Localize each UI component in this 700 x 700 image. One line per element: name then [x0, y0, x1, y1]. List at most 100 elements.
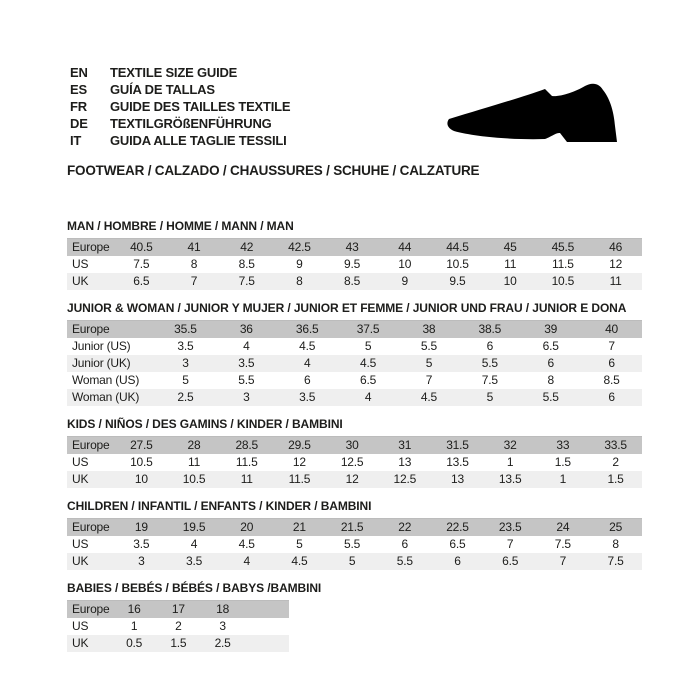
section-junior-woman: JUNIOR & WOMAN / JUNIOR Y MUJER / JUNIOR…: [67, 301, 677, 406]
size-cell: 4: [243, 339, 250, 353]
size-cell: 9.5: [449, 274, 466, 288]
size-cell: 31: [398, 438, 412, 452]
size-cell: 3: [138, 554, 145, 568]
table-row: UK 6.5 7 7.5 8 8.5 9 9.5 10 10.5 11: [67, 273, 642, 290]
table-row: Europe 35.5 36 36.5 37.5 38 38.5 39 40: [67, 320, 642, 338]
row-label: Woman (US): [72, 373, 140, 387]
size-cell: 12: [292, 455, 306, 469]
size-cell: 7: [559, 554, 567, 568]
section-title: BABIES / BEBÉS / BÉBÉS / BABYS /BAMBINI: [67, 581, 322, 595]
row-label: US: [72, 619, 89, 633]
size-cell: 6.5: [449, 537, 466, 551]
size-cell: 10.5: [551, 274, 575, 288]
category-title: FOOTWEAR / CALZADO / CHAUSSURES / SCHUHE…: [67, 163, 480, 178]
row-label: Europe: [72, 240, 110, 254]
size-cell: 6: [608, 390, 615, 404]
size-cell: 5: [364, 339, 372, 353]
size-cell: 19: [134, 520, 148, 534]
size-cell: 5.5: [420, 339, 437, 353]
size-cell: 12: [609, 257, 623, 271]
size-cell: 5: [182, 373, 189, 387]
size-cell: 22.5: [446, 520, 469, 534]
size-cell: 6: [608, 356, 615, 370]
size-cell: 8.5: [603, 373, 620, 387]
size-cell: 11: [609, 274, 622, 288]
table-row: Europe 27.5 28 28.5 29.5 30 31 31.5 32 33 33.5: [67, 436, 642, 454]
size-cell: 16: [127, 602, 141, 616]
size-cell: 3.5: [177, 339, 194, 353]
language-row-es: ES GUÍA DE TALLAS: [70, 81, 290, 98]
size-cell: 13: [398, 455, 412, 469]
table-row: US 3.5 4 4.5 5 5.5 6 6.5 7 7.5 8: [67, 536, 642, 553]
language-row-it: IT GUIDA ALLE TAGLIE TESSILI: [70, 132, 290, 149]
size-cell: 21.5: [340, 520, 364, 534]
language-code: EN: [70, 65, 88, 80]
size-cell: 8.5: [238, 257, 255, 271]
size-cell: 19.5: [182, 520, 206, 534]
size-cell: 6: [547, 356, 554, 370]
size-cell: 5.5: [238, 373, 255, 387]
size-cell: 8: [547, 373, 554, 387]
size-cell: 7: [190, 274, 198, 288]
section-title: MAN / HOMBRE / HOMME / MANN / MAN: [67, 219, 294, 233]
size-cell: 7.5: [238, 274, 255, 288]
size-cell: 1: [559, 472, 567, 486]
size-cell: 42: [240, 240, 254, 254]
size-cell: 23.5: [498, 520, 522, 534]
size-cell: 38.5: [478, 322, 502, 336]
row-label: Woman (UK): [72, 390, 140, 404]
size-cell: 42.5: [288, 240, 311, 254]
size-table-man: Europe 40.5 41 42 42.5 43 44 44.5 45 45.5 46 US 7.5 8…: [67, 238, 642, 290]
size-cell: 32: [503, 438, 517, 452]
size-cell: 4: [243, 554, 250, 568]
language-code: ES: [70, 82, 87, 97]
size-cell: 10.5: [130, 455, 153, 469]
section-title: CHILDREN / INFANTIL / ENFANTS / KINDER /…: [67, 499, 372, 513]
size-cell: 3.5: [299, 390, 316, 404]
row-label: UK: [72, 274, 89, 288]
size-cell: 4.5: [238, 537, 255, 551]
size-cell: 4.5: [291, 554, 308, 568]
size-cell: 5.5: [344, 537, 361, 551]
size-cell: 45.5: [551, 240, 575, 254]
size-cell: 11.5: [235, 455, 258, 469]
size-cell: 25: [609, 520, 623, 534]
size-cell: 3.5: [238, 356, 255, 370]
size-cell: 8: [612, 537, 619, 551]
size-cell: 44.5: [446, 240, 469, 254]
size-cell: 3: [182, 356, 189, 370]
size-cell: 1: [506, 455, 514, 469]
size-table-junior-woman: Europe 35.5 36 36.5 37.5 38 38.5 39 40 Junior (US…: [67, 320, 642, 406]
size-cell: 29.5: [288, 438, 311, 452]
language-list: EN TEXTILE SIZE GUIDE ES GUÍA DE TALLAS …: [70, 64, 291, 149]
row-label: Europe: [72, 322, 110, 336]
size-cell: 5: [296, 537, 303, 551]
size-cell: 40: [605, 322, 619, 336]
size-cell: 24: [556, 520, 570, 534]
size-cell: 44: [398, 240, 412, 254]
row-label: Europe: [72, 520, 110, 534]
size-cell: 6.5: [502, 554, 519, 568]
row-label: US: [72, 455, 89, 469]
size-cell: 40.5: [130, 240, 153, 254]
section-children: CHILDREN / INFANTIL / ENFANTS / KINDER /…: [67, 499, 677, 570]
size-table-children: Europe 19 19.5 20 21 21.5 22 22.5 23.5 24 25 US 3.5 4…: [67, 518, 642, 570]
size-cell: 6: [486, 339, 494, 353]
table-row: UK 0.5 1.5 2.5: [67, 635, 289, 652]
row-label: Junior (US): [72, 339, 131, 353]
size-cell: 36.5: [295, 322, 319, 336]
size-cell: 7: [425, 373, 433, 387]
size-cell: 10: [134, 472, 148, 486]
size-cell: 46: [609, 240, 623, 254]
size-cell: 5: [425, 356, 433, 370]
section-kids: KIDS / NIÑOS / DES GAMINS / KINDER / BAM…: [67, 417, 677, 488]
size-cell: 20: [240, 520, 254, 534]
size-cell: 10: [398, 257, 412, 271]
size-cell: 28.5: [235, 438, 258, 452]
size-cell: 27.5: [130, 438, 153, 452]
table-row: US 7.5 8 8.5 9 9.5 10 10.5 11 11.5 12: [67, 256, 642, 273]
size-cell: 6.5: [542, 339, 559, 353]
shoe-icon: [447, 83, 617, 142]
size-cell: 5.5: [542, 390, 559, 404]
